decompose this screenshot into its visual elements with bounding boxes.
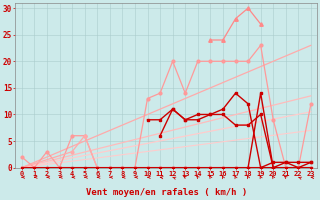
X-axis label: Vent moyen/en rafales ( km/h ): Vent moyen/en rafales ( km/h ) xyxy=(86,188,247,197)
